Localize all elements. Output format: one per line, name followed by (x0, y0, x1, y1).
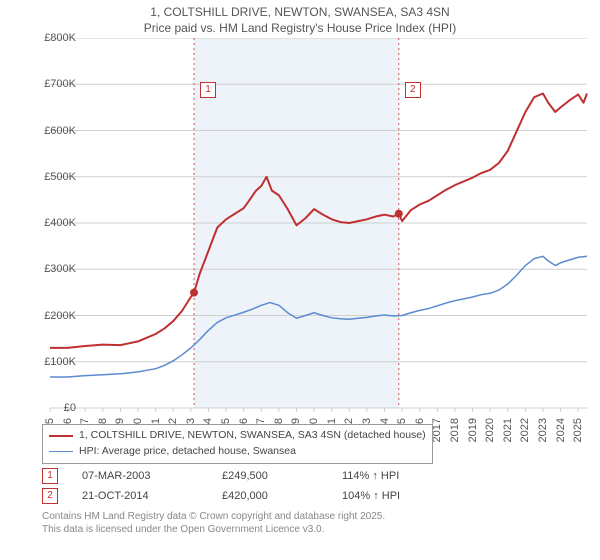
y-axis-label: £500K (34, 171, 76, 183)
y-axis-label: £100K (34, 356, 76, 368)
x-axis-label: 2019 (467, 418, 479, 442)
footer-line2: This data is licensed under the Open Gov… (42, 523, 385, 536)
transaction-marker: 1 (42, 468, 58, 484)
y-axis-label: £800K (34, 32, 76, 44)
chart-marker-label: 2 (405, 82, 421, 98)
legend-swatch (49, 435, 73, 437)
transaction-date: 07-MAR-2003 (82, 470, 222, 482)
y-axis-label: £300K (34, 263, 76, 275)
title-line2: Price paid vs. HM Land Registry's House … (0, 20, 600, 36)
y-axis-label: £600K (34, 125, 76, 137)
chart-marker-label: 1 (200, 82, 216, 98)
transaction-price: £249,500 (222, 470, 342, 482)
x-axis-label: 2021 (502, 418, 514, 442)
y-axis-label: £700K (34, 78, 76, 90)
legend-item: 1, COLTSHILL DRIVE, NEWTON, SWANSEA, SA3… (49, 428, 426, 444)
transaction-date: 21-OCT-2014 (82, 490, 222, 502)
y-axis-label: £200K (34, 310, 76, 322)
x-axis-label: 2017 (431, 418, 443, 442)
footer-line1: Contains HM Land Registry data © Crown c… (42, 510, 385, 523)
transaction-marker: 2 (42, 488, 58, 504)
x-axis-label: 2024 (555, 418, 567, 442)
x-axis-label: 2025 (572, 418, 584, 442)
legend-label: 1, COLTSHILL DRIVE, NEWTON, SWANSEA, SA3… (79, 428, 426, 444)
x-axis-label: 2023 (537, 418, 549, 442)
footer: Contains HM Land Registry data © Crown c… (42, 510, 385, 536)
chart-area: £0£100K£200K£300K£400K£500K£600K£700K£80… (40, 38, 592, 414)
x-axis-label: 2018 (449, 418, 461, 442)
x-axis-label: 2020 (484, 418, 496, 442)
transaction-row: 2 21-OCT-2014 £420,000 104% ↑ HPI (42, 486, 442, 506)
transaction-row: 1 07-MAR-2003 £249,500 114% ↑ HPI (42, 466, 442, 486)
legend-label: HPI: Average price, detached house, Swan… (79, 444, 296, 460)
legend: 1, COLTSHILL DRIVE, NEWTON, SWANSEA, SA3… (42, 424, 433, 464)
y-axis-label: £400K (34, 217, 76, 229)
title-line1: 1, COLTSHILL DRIVE, NEWTON, SWANSEA, SA3… (0, 4, 600, 20)
y-axis-label: £0 (34, 402, 76, 414)
chart-title-block: 1, COLTSHILL DRIVE, NEWTON, SWANSEA, SA3… (0, 0, 600, 36)
line-chart-svg (40, 38, 592, 420)
transaction-price: £420,000 (222, 490, 342, 502)
legend-item: HPI: Average price, detached house, Swan… (49, 444, 426, 460)
transaction-hpi: 104% ↑ HPI (342, 490, 442, 502)
transaction-hpi: 114% ↑ HPI (342, 470, 442, 482)
transactions-table: 1 07-MAR-2003 £249,500 114% ↑ HPI 2 21-O… (42, 466, 442, 506)
x-axis-label: 2022 (519, 418, 531, 442)
legend-swatch (49, 451, 73, 453)
